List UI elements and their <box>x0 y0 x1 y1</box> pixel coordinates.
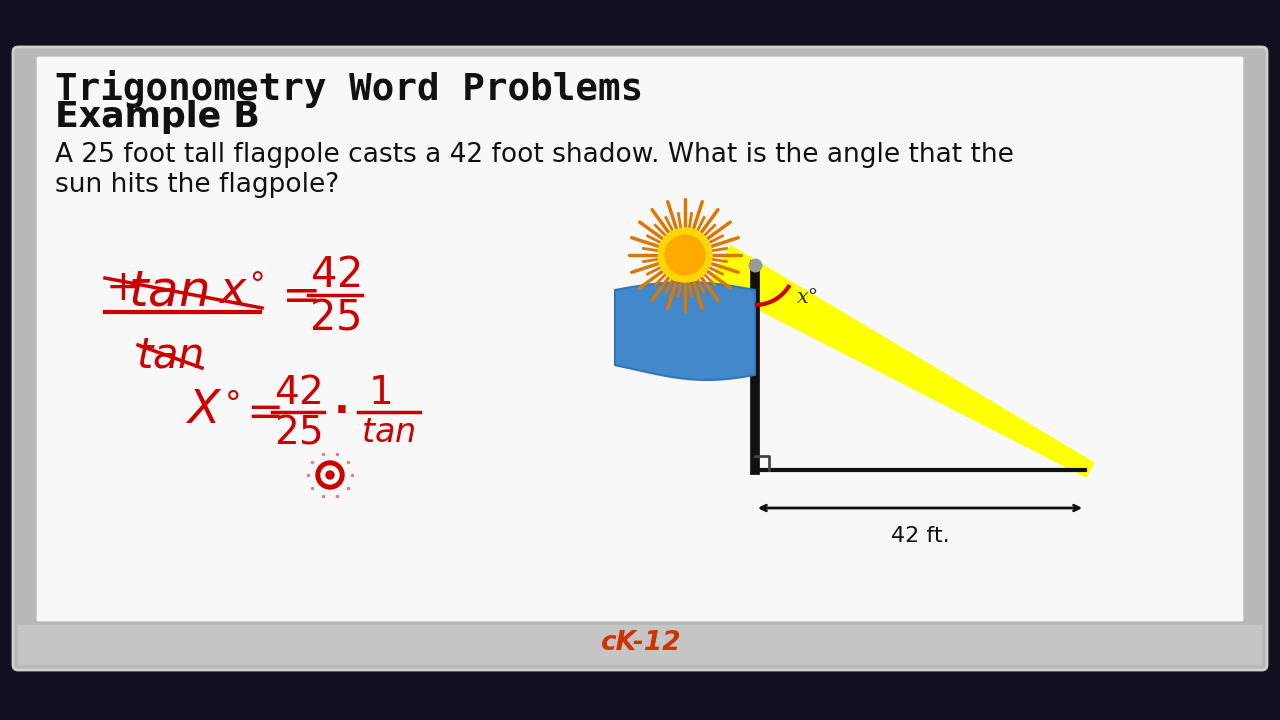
Text: 25 ft.: 25 ft. <box>685 358 742 377</box>
Text: x°: x° <box>797 288 819 307</box>
Text: $42$: $42$ <box>274 374 321 412</box>
Polygon shape <box>709 246 1094 477</box>
Text: $X^{\circ}$: $X^{\circ}$ <box>186 387 241 433</box>
Polygon shape <box>545 658 735 665</box>
Circle shape <box>321 466 339 484</box>
Text: $\mathit{tan}$: $\mathit{tan}$ <box>361 416 415 449</box>
Circle shape <box>666 235 705 275</box>
Text: $x^{\circ}$: $x^{\circ}$ <box>218 271 264 314</box>
Bar <box>18 625 1262 665</box>
Text: Example B: Example B <box>55 100 260 134</box>
Text: $=$: $=$ <box>238 390 282 433</box>
Text: sun hits the flagpole?: sun hits the flagpole? <box>55 172 339 198</box>
Circle shape <box>658 228 712 282</box>
Text: $42$: $42$ <box>310 254 361 296</box>
Text: $+$: $+$ <box>105 267 137 309</box>
Circle shape <box>316 461 344 489</box>
Text: $1$: $1$ <box>369 374 392 412</box>
Text: cK-12: cK-12 <box>600 630 680 656</box>
Polygon shape <box>580 628 669 658</box>
Text: $tan$: $tan$ <box>128 268 209 317</box>
Circle shape <box>326 471 334 479</box>
FancyBboxPatch shape <box>36 56 1244 622</box>
Text: $25$: $25$ <box>310 297 361 339</box>
FancyBboxPatch shape <box>13 47 1267 670</box>
Text: $25$: $25$ <box>274 415 323 451</box>
Text: A 25 foot tall flagpole casts a 42 foot shadow. What is the angle that the: A 25 foot tall flagpole casts a 42 foot … <box>55 142 1014 168</box>
Text: $\boldsymbol{\cdot}$: $\boldsymbol{\cdot}$ <box>333 389 347 431</box>
Text: $=$: $=$ <box>273 272 317 318</box>
Text: Trigonometry Word Problems: Trigonometry Word Problems <box>55 70 644 108</box>
Text: $tan$: $tan$ <box>136 334 204 376</box>
Text: 42 ft.: 42 ft. <box>891 526 950 546</box>
Polygon shape <box>614 282 755 380</box>
